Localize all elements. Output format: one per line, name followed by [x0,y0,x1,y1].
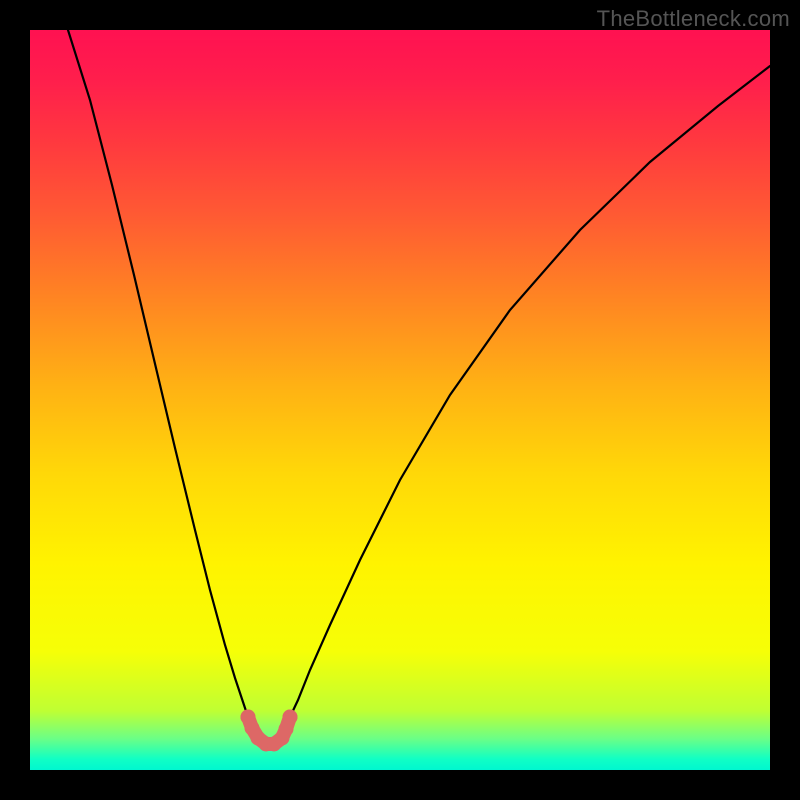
gradient-background [30,30,770,770]
watermark-text: TheBottleneck.com [597,6,790,32]
chart-container: TheBottleneck.com [0,0,800,800]
plot-svg [30,30,770,770]
plot-area [30,30,770,770]
